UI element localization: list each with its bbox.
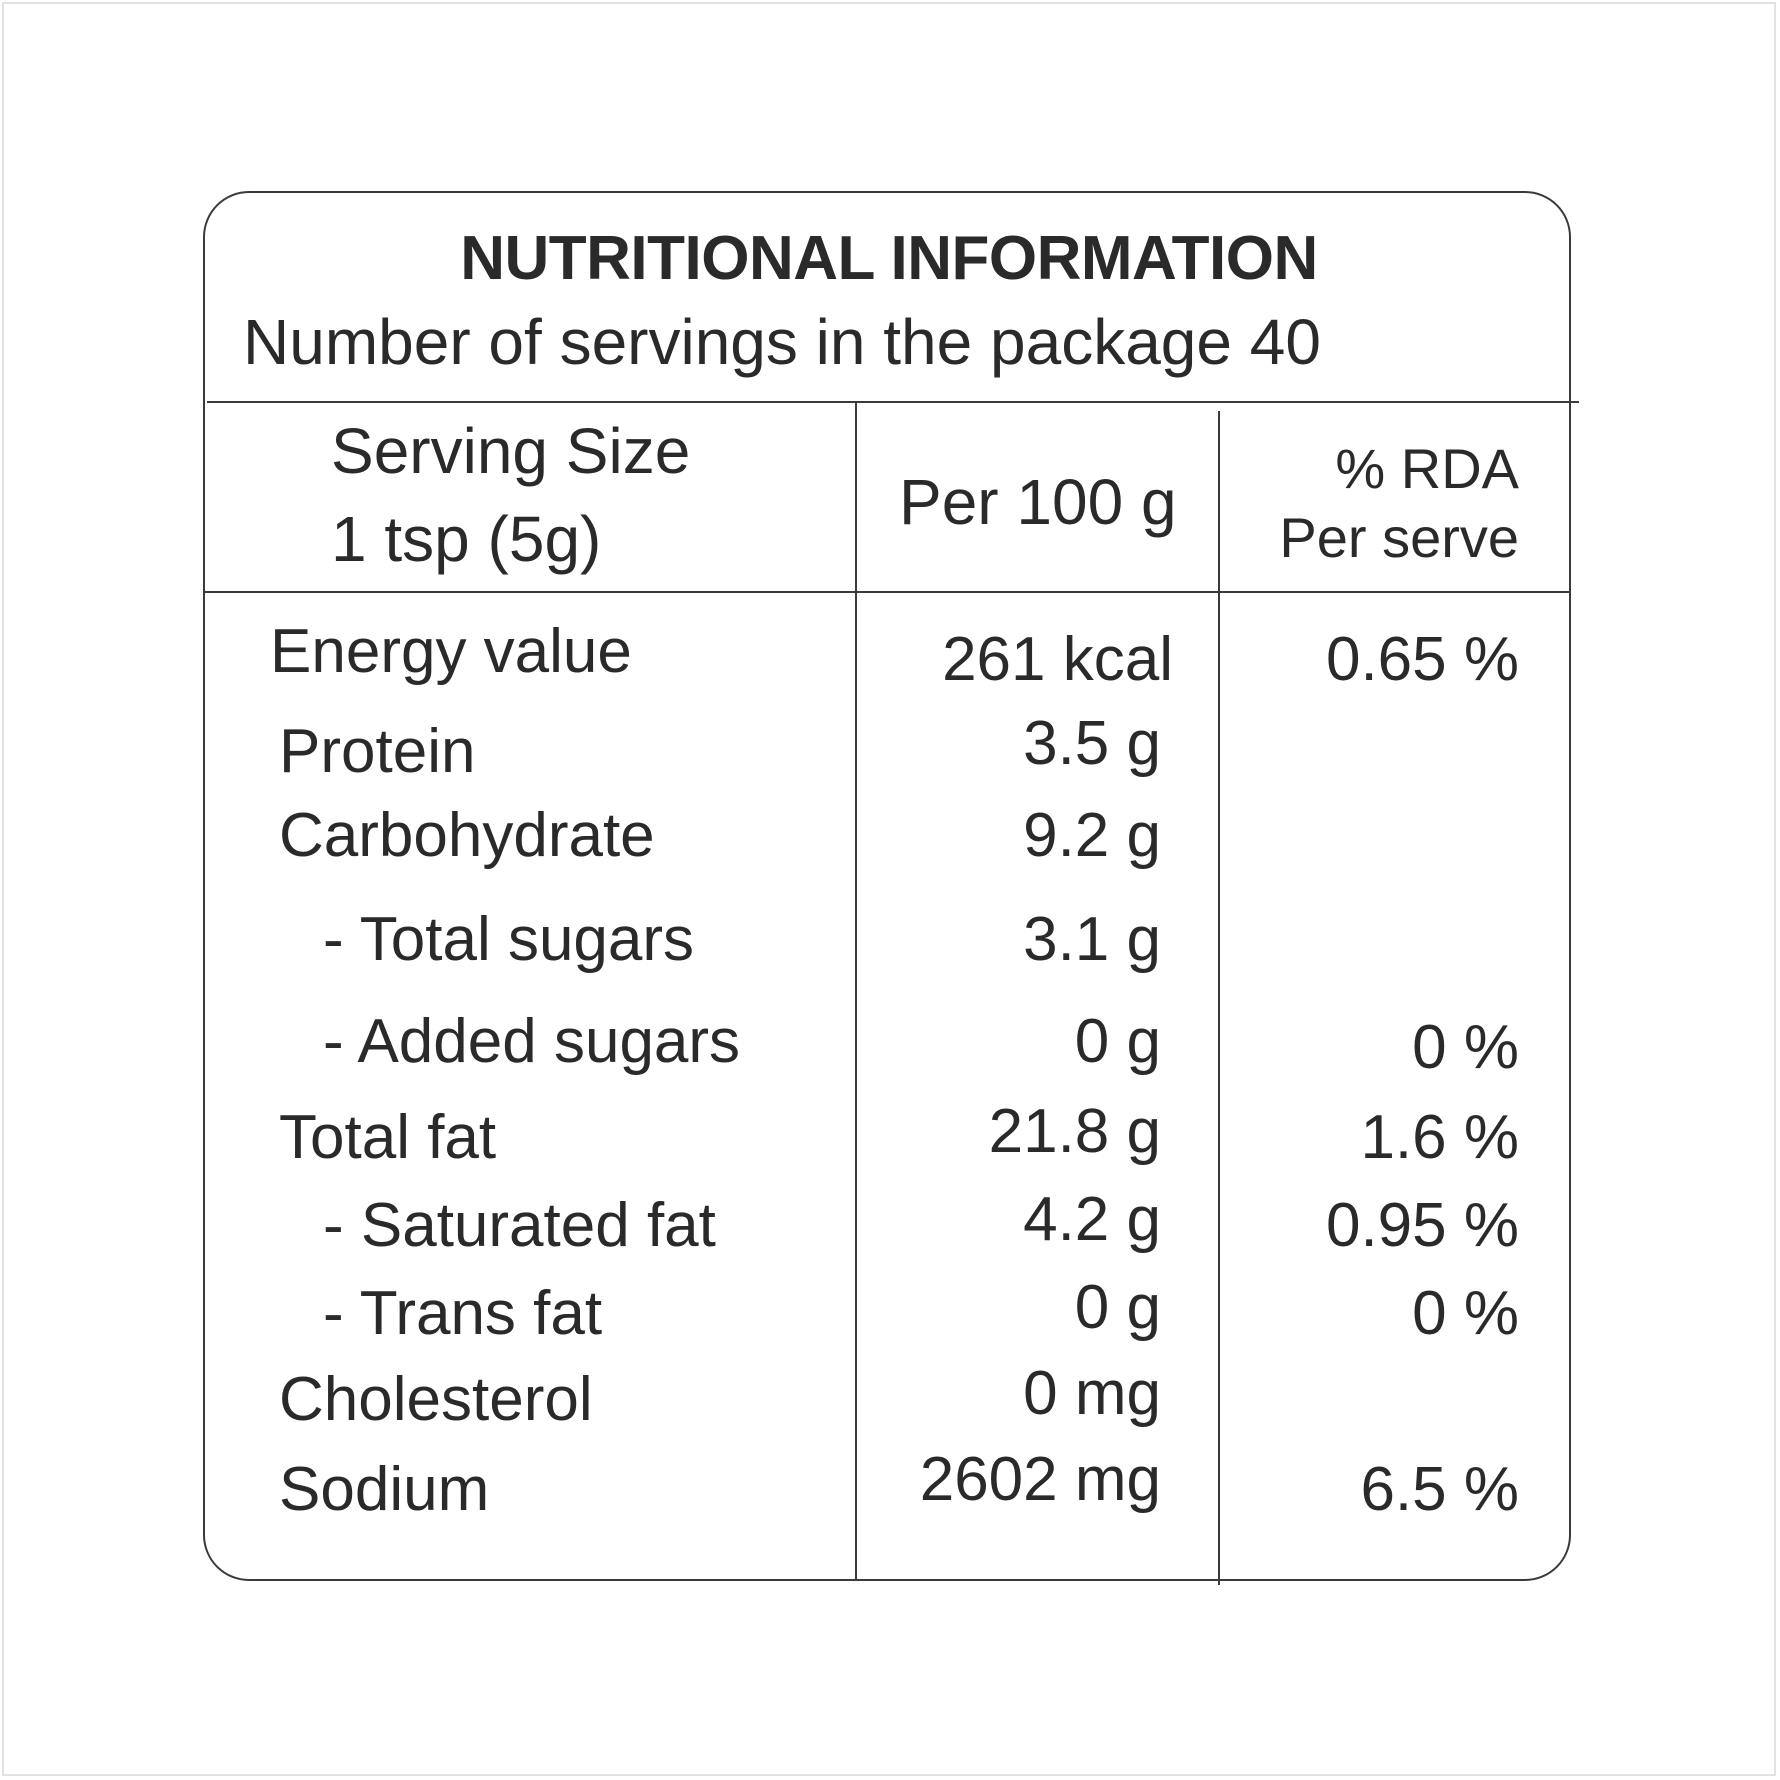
nutrient-per100-trans-fat: 0 g	[1074, 1273, 1161, 1342]
nutrient-per100-saturated-fat: 4.2 g	[1023, 1185, 1161, 1254]
nutrient-per100-cholesterol: 0 mg	[1023, 1359, 1161, 1428]
nutrient-name-sodium: Sodium	[279, 1455, 490, 1524]
header-divider	[205, 591, 1569, 593]
per-100g-header: Per 100 g	[899, 466, 1177, 538]
nutrient-name-protein: Protein	[279, 717, 476, 786]
nutrient-rda-saturated-fat: 0.95 %	[1325, 1191, 1519, 1260]
nutrient-rda-added-sugars: 0 %	[1412, 1013, 1519, 1082]
serving-size-label: Serving Size	[331, 415, 691, 487]
nutrient-per100-total-fat: 21.8 g	[988, 1097, 1161, 1166]
nutrient-name-total-sugars: - Total sugars	[323, 905, 695, 974]
nutrient-per100-carbohydrate: 9.2 g	[1023, 801, 1161, 870]
nutrient-name-energy: Energy value	[270, 617, 632, 686]
nutrient-per100-total-sugars: 3.1 g	[1023, 905, 1161, 974]
nutrient-per100-energy: 261 kcal	[942, 625, 1173, 694]
nutrient-per100-added-sugars: 0 g	[1074, 1007, 1161, 1076]
title-divider	[207, 401, 1579, 403]
rda-header-line2: Per serve	[1279, 506, 1519, 569]
nutrient-name-cholesterol: Cholesterol	[279, 1365, 593, 1434]
nutrient-name-trans-fat: - Trans fat	[323, 1279, 603, 1348]
nutrition-facts-panel: NUTRITIONAL INFORMATION Number of servin…	[203, 191, 1579, 1585]
servings-per-package: Number of servings in the package 40	[243, 306, 1321, 378]
nutrient-rda-total-fat: 1.6 %	[1360, 1103, 1519, 1172]
nutrient-per100-sodium: 2602 mg	[919, 1445, 1161, 1514]
rda-header-line1: % RDA	[1335, 437, 1519, 500]
column-divider-2	[1218, 411, 1220, 1585]
nutrient-name-total-fat: Total fat	[279, 1103, 497, 1172]
label-title: NUTRITIONAL INFORMATION	[460, 224, 1318, 293]
nutrient-rda-sodium: 6.5 %	[1360, 1455, 1519, 1524]
nutrient-name-added-sugars: - Added sugars	[323, 1007, 741, 1076]
column-divider-1	[855, 403, 857, 1581]
nutrient-rda-energy: 0.65 %	[1325, 625, 1519, 694]
serving-size-value: 1 tsp (5g)	[331, 503, 602, 575]
nutrient-per100-protein: 3.5 g	[1023, 709, 1161, 778]
nutrient-name-carbohydrate: Carbohydrate	[279, 801, 655, 870]
nutrient-rda-trans-fat: 0 %	[1412, 1279, 1519, 1348]
nutrient-name-saturated-fat: - Saturated fat	[323, 1191, 716, 1260]
